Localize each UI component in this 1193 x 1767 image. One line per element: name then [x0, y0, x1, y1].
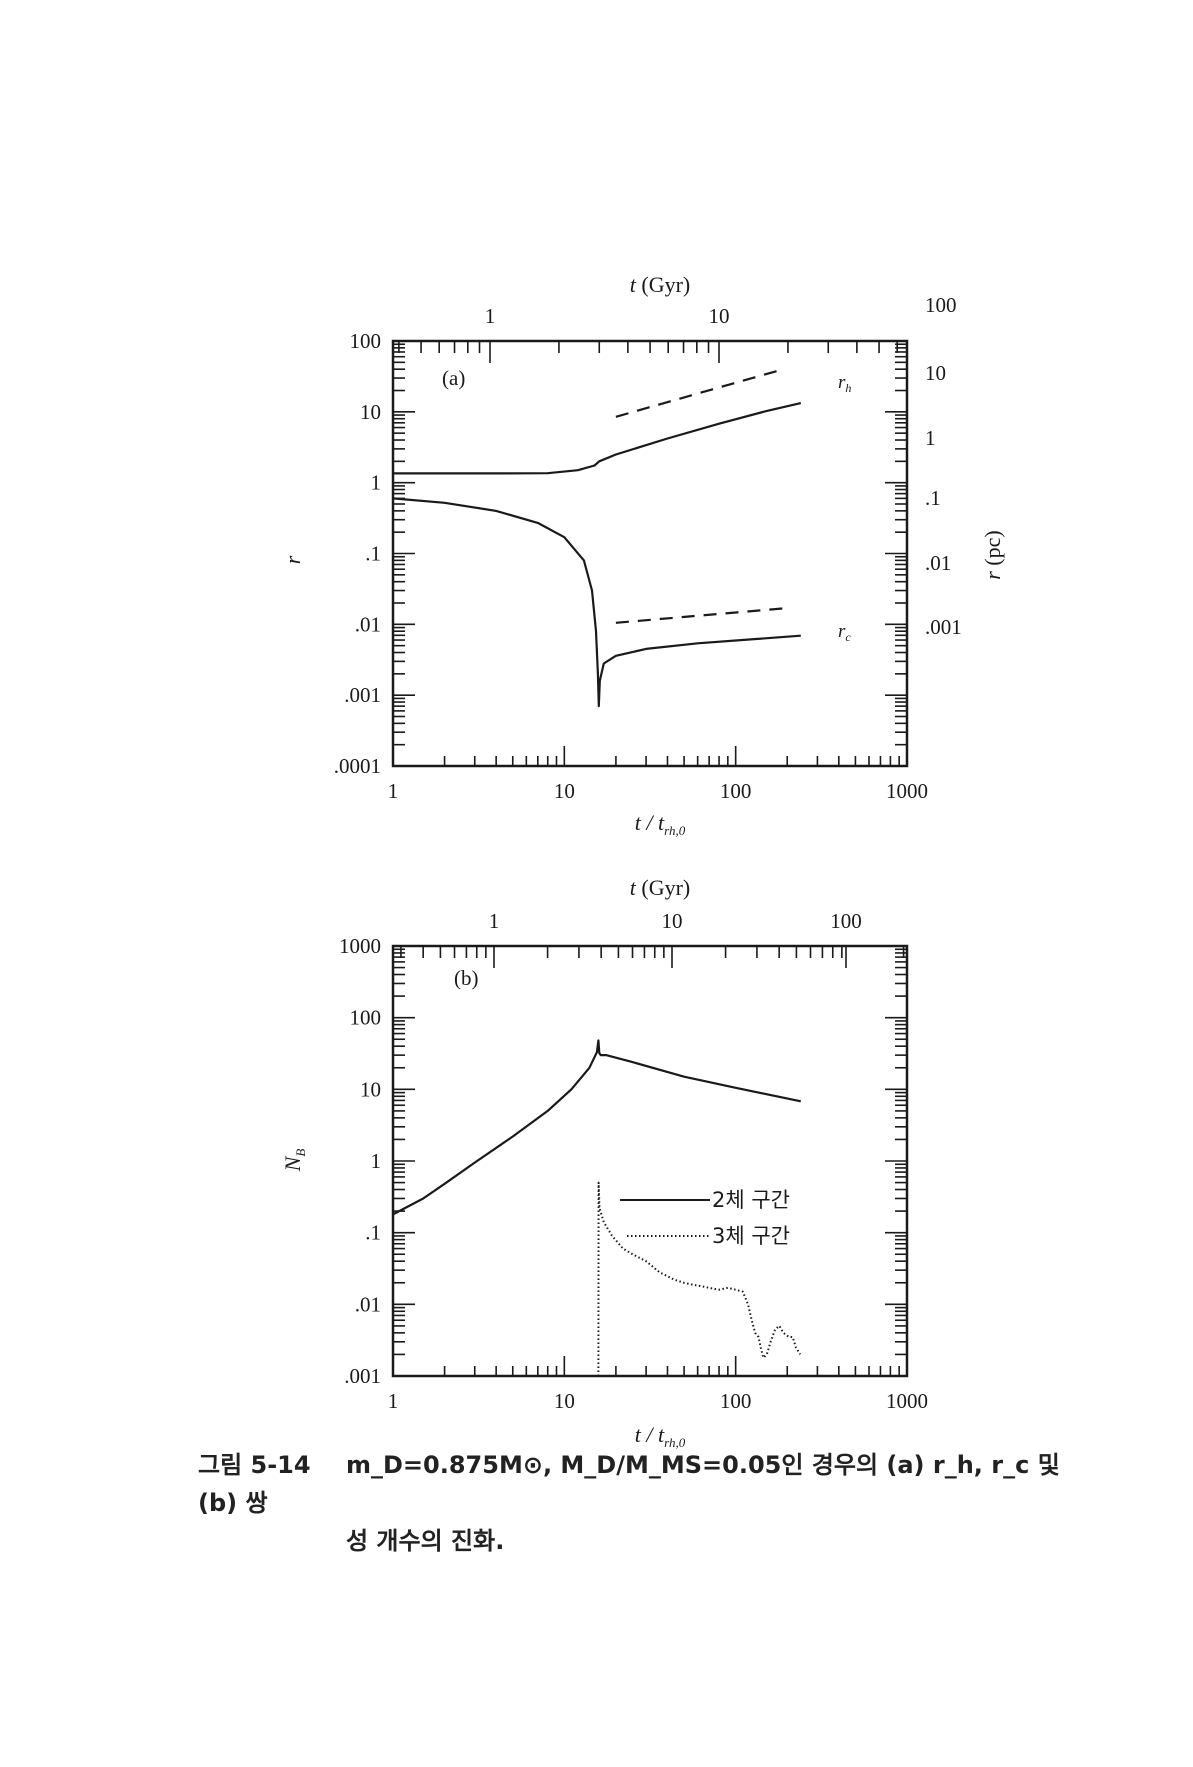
- axis-ticks-b: 1 10 100 1000 1000 100 10 1 .1 .01 .001 1 10 100: [339, 909, 928, 1413]
- plot-frame-a: [391, 339, 909, 768]
- right-tick-label: .01: [925, 551, 951, 575]
- figure-caption: 그림 5-14 m_D=0.875M⊙, M_D/M_MS=0.05인 경우의 (…: [198, 1446, 1098, 1560]
- x-axis-title-a: t / trh,0: [635, 810, 686, 838]
- y-tick-label: 10: [360, 400, 381, 424]
- y-tick-label: .1: [365, 1221, 381, 1245]
- y-tick-label: .01: [355, 1292, 381, 1316]
- x-tick-label: 1: [388, 1389, 399, 1413]
- annotation-rc: rc: [838, 621, 851, 644]
- annotation-rh: rh: [838, 372, 851, 395]
- right-tick-label: 1: [925, 426, 936, 450]
- right-tick-label: 10: [925, 361, 946, 385]
- panel-a: t (Gyr) (a) 1 10 100 1000 100 10 1 .1 .01 .001 .00…: [280, 272, 1005, 838]
- y-axis-title-b: NB: [280, 1149, 308, 1173]
- series-line: [392, 497, 801, 708]
- legend-label-three-body: 3체 구간: [712, 1224, 790, 1248]
- legend-label-two-body: 2체 구간: [712, 1188, 790, 1212]
- y-tick-label: 100: [350, 1006, 382, 1030]
- caption-line-1: m_D=0.875M⊙, M_D/M_MS=0.05인 경우의 (a) r_h,…: [198, 1451, 1060, 1517]
- y-tick-label: .01: [355, 612, 381, 636]
- y-tick-label: 1: [371, 471, 382, 495]
- y-tick-label: 1: [371, 1149, 382, 1173]
- y-tick-label: 100: [350, 329, 382, 353]
- top-axis-title-b: t (Gyr): [630, 875, 691, 900]
- top-tick-label: 1: [485, 304, 496, 328]
- top-axis-title-a: t (Gyr): [630, 272, 691, 297]
- top-tick-label: 10: [662, 909, 683, 933]
- x-tick-label: 1: [388, 779, 399, 803]
- legend-b: 2체 구간 3체 구간: [620, 1188, 790, 1248]
- y-tick-label: .001: [344, 683, 381, 707]
- y-tick-label: .001: [344, 1364, 381, 1388]
- series-line: [392, 1039, 802, 1216]
- panel-b: t (Gyr) (b) 1 10 100 1000 1000 100 10 1 .1 .01 .00…: [280, 875, 928, 1450]
- y-right-axis-title-a: r (pc): [980, 530, 1005, 579]
- y-tick-label: .1: [365, 542, 381, 566]
- series-group-a: [392, 368, 802, 708]
- series-line: [615, 607, 784, 624]
- axis-ticks-a: 1 10 100 1000 100 10 1 .1 .01 .001 .0001 1 10 100 10 1.…: [334, 293, 962, 803]
- x-tick-label: 100: [720, 1389, 752, 1413]
- panel-label-b: (b): [454, 966, 479, 990]
- y-axis-title-a: r: [280, 555, 305, 564]
- top-tick-label: 1: [489, 909, 500, 933]
- caption-figure-number: 그림 5-14: [198, 1451, 311, 1479]
- plot-frame-b: [391, 944, 909, 1378]
- right-tick-label: .001: [925, 615, 962, 639]
- x-tick-label: 10: [554, 779, 575, 803]
- series-line: [393, 402, 802, 475]
- y-tick-label: .0001: [334, 754, 381, 778]
- panel-label-a: (a): [442, 366, 465, 390]
- y-tick-label: 1000: [339, 934, 381, 958]
- top-tick-label: 100: [830, 909, 862, 933]
- top-tick-label: 10: [709, 304, 730, 328]
- series-line: [615, 368, 784, 418]
- series-group-b: [392, 1039, 802, 1377]
- right-tick-label: .1: [925, 486, 941, 510]
- x-tick-label: 1000: [886, 779, 928, 803]
- x-tick-label: 10: [554, 1389, 575, 1413]
- x-tick-label: 1000: [886, 1389, 928, 1413]
- right-tick-label: 100: [925, 293, 957, 317]
- caption-line-2: 성 개수의 진화.: [346, 1527, 505, 1555]
- y-tick-label: 10: [360, 1077, 381, 1101]
- x-tick-label: 100: [720, 779, 752, 803]
